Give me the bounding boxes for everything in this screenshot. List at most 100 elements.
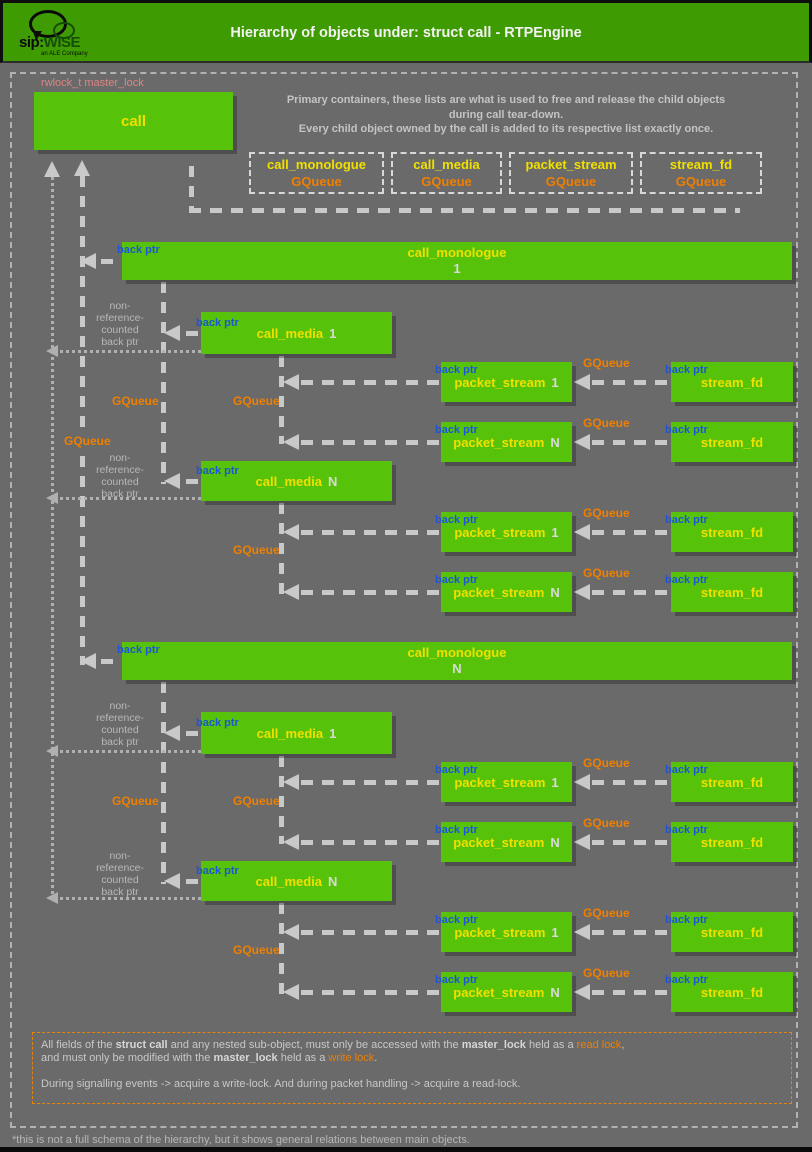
non-ref-line: counted (101, 874, 139, 886)
back-ptr-label: back ptr (435, 514, 478, 526)
back-ptr-line (186, 879, 199, 884)
diagram-container (10, 72, 798, 1128)
queue-title: stream_fd (669, 157, 733, 172)
gqueue-back-ptr-line (301, 440, 441, 445)
box-title: stream_fd (700, 774, 764, 790)
back-ptr-label: back ptr (196, 465, 239, 477)
non-ref-dotted-line (54, 497, 201, 500)
box-num: 1 (453, 261, 461, 276)
queue-type: GQueue (675, 174, 727, 189)
box-num: N (550, 434, 560, 450)
write-lock-term: write lock (328, 1052, 375, 1064)
gqueue-back-ptr-line (592, 590, 668, 595)
arrow-left-icon (574, 984, 590, 1000)
queue-title: call_monologue (267, 157, 366, 172)
arrow-left-icon (46, 745, 58, 757)
packet-stream-box: packet_stream 1 (441, 362, 572, 402)
call-box-label: call (120, 112, 147, 130)
stream-fd-box: stream_fd (671, 762, 793, 802)
gqueue-back-ptr-line (592, 840, 668, 845)
non-ref-back-ptr-label: non- reference- counted back ptr (85, 850, 155, 898)
box-title: call_monologue (407, 245, 507, 260)
back-ptr-label: back ptr (435, 824, 478, 836)
back-ptr-label: back ptr (435, 914, 478, 926)
box-title: stream_fd (700, 834, 764, 850)
lock-note-text: All fields of the (41, 1039, 116, 1051)
box-num: N (452, 661, 462, 676)
back-ptr-label: back ptr (196, 865, 239, 877)
back-ptr-label: back ptr (117, 244, 160, 256)
packet-stream-box: packet_stream N (441, 572, 572, 612)
gqueue-label: GQueue (583, 416, 630, 430)
gqueue-back-ptr-line (301, 840, 441, 845)
arrow-left-icon (574, 584, 590, 600)
queue-title: packet_stream (525, 157, 617, 172)
gqueue-line (279, 756, 284, 844)
stream-fd-box: stream_fd (671, 422, 793, 462)
back-ptr-line (101, 659, 115, 664)
gqueue-label: GQueue (583, 816, 630, 830)
arrow-left-icon (283, 374, 299, 390)
box-title: packet_stream (453, 584, 545, 600)
intro-line-3: Every child object owned by the call is … (298, 123, 714, 135)
non-ref-dotted-line (54, 897, 201, 900)
read-lock-term: read lock (576, 1039, 622, 1051)
back-ptr-label: back ptr (665, 574, 708, 586)
back-ptr-line (101, 259, 115, 264)
arrow-left-icon (164, 325, 180, 341)
arrow-left-icon (574, 924, 590, 940)
back-ptr-label: back ptr (435, 764, 478, 776)
call-monologue-1-box: call_monologue 1 (122, 242, 792, 280)
arrow-left-icon (574, 374, 590, 390)
stream-fd-box: stream_fd (671, 972, 793, 1012)
non-ref-dotted-line (54, 750, 201, 753)
box-title: stream_fd (700, 524, 764, 540)
gqueue-back-ptr-line (301, 930, 441, 935)
logo-sip-text: sip: (19, 34, 44, 51)
back-ptr-line (186, 331, 199, 336)
lock-note-text: , (621, 1039, 625, 1051)
call-media-1-box: call_media 1 (201, 712, 392, 754)
lock-note-line-3: During signalling events -> acquire a wr… (41, 1078, 521, 1090)
box-num: 1 (551, 774, 559, 790)
stream-fd-box: stream_fd (671, 362, 793, 402)
gqueue-back-ptr-line (592, 530, 668, 535)
box-title: stream_fd (700, 984, 764, 1000)
gqueue-label: GQueue (233, 794, 280, 808)
gqueue-back-ptr-line (301, 590, 441, 595)
box-title: call_monologue (407, 645, 507, 660)
box-num: N (328, 473, 338, 489)
back-ptr-line (186, 731, 199, 736)
box-title: call_media (256, 725, 324, 741)
arrow-left-icon (574, 434, 590, 450)
lock-note-text: held as a (277, 1052, 329, 1064)
non-ref-line: counted (101, 476, 139, 488)
bottom-bar (0, 1147, 812, 1152)
back-ptr-label: back ptr (665, 424, 708, 436)
call-box: call (34, 92, 233, 150)
gqueue-back-ptr-line (592, 990, 668, 995)
arrow-left-icon (46, 492, 58, 504)
box-num: N (550, 584, 560, 600)
gqueue-label: GQueue (233, 394, 280, 408)
gqueue-back-ptr-line (592, 380, 668, 385)
back-ptr-label: back ptr (196, 317, 239, 329)
non-ref-line: reference- (96, 312, 144, 324)
box-title: packet_stream (453, 984, 545, 1000)
arrow-left-icon (164, 873, 180, 889)
arrow-left-icon (574, 524, 590, 540)
lock-note-spacer (41, 1065, 783, 1078)
back-ptr-label: back ptr (665, 914, 708, 926)
arrow-left-icon (80, 653, 96, 669)
box-num: 1 (329, 725, 337, 741)
intro-line-2: during call tear-down. (448, 108, 564, 121)
non-ref-line: reference- (96, 862, 144, 874)
gqueue-label: GQueue (583, 506, 630, 520)
arrow-up-icon (44, 161, 60, 177)
call-media-n-box: call_media N (201, 861, 392, 901)
arrow-left-icon (80, 253, 96, 269)
back-ptr-label: back ptr (435, 424, 478, 436)
non-ref-line: reference- (96, 712, 144, 724)
back-ptr-label: back ptr (665, 764, 708, 776)
stream-fd-box: stream_fd (671, 822, 793, 862)
